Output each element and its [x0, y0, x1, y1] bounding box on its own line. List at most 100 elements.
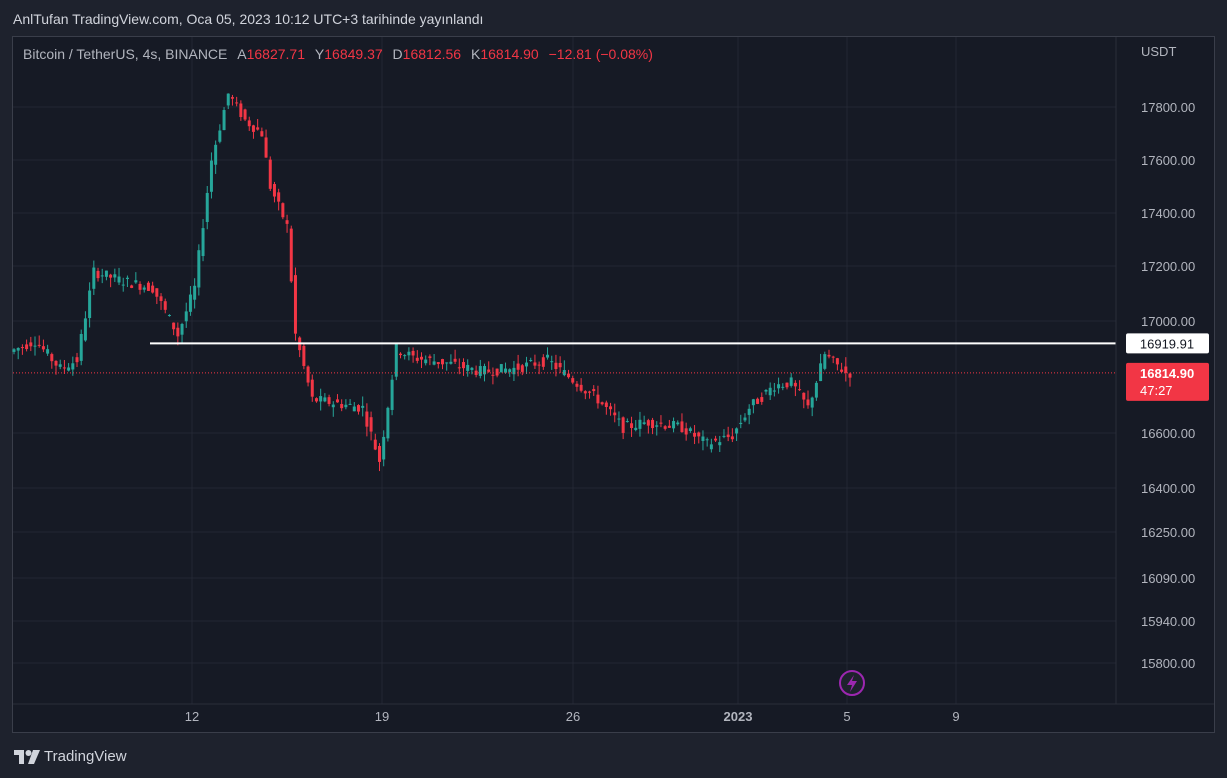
top-bar: AnlTufan TradingView.com, Oca 05, 2023 1… [0, 0, 1227, 36]
candle-body [697, 432, 701, 437]
candle [562, 360, 566, 377]
candle [445, 362, 449, 371]
chart-frame[interactable] [12, 36, 1215, 733]
candle [247, 116, 251, 131]
candle-body [466, 364, 470, 371]
candle-body [705, 439, 709, 441]
symbol-name[interactable]: Bitcoin / TetherUS, 4s, BINANCE [23, 46, 228, 62]
candle-body [293, 275, 297, 334]
candle-body [184, 311, 188, 322]
candle-body [71, 363, 75, 370]
x-tick-label: 9 [952, 709, 959, 724]
candle [92, 260, 96, 295]
candle-body [722, 435, 726, 437]
candle [701, 430, 705, 451]
candle [172, 322, 176, 336]
candle [743, 413, 747, 423]
last-price-label-bg [1126, 362, 1209, 401]
candle-body [20, 347, 24, 349]
candle [831, 355, 835, 364]
candle-body [760, 397, 764, 402]
candle [491, 367, 495, 385]
candle-body [415, 357, 419, 361]
candle [449, 354, 453, 365]
candle-body [604, 402, 608, 407]
candle-body [260, 131, 264, 137]
candle [764, 389, 768, 395]
last-price-label: 16814.90 [1140, 366, 1194, 381]
candle [222, 107, 226, 131]
chart-legend: Bitcoin / TetherUS, 4s, BINANCE A16827.7… [23, 46, 653, 62]
candle [394, 343, 398, 381]
candle-body [508, 369, 512, 373]
brand-name: TradingView [44, 748, 127, 765]
candle-body [377, 446, 381, 462]
candle-body [495, 368, 499, 376]
candle-body [432, 361, 436, 365]
candle-body [533, 362, 537, 366]
candle [151, 281, 155, 294]
candle-body [596, 394, 600, 404]
candle [79, 329, 83, 366]
open-label: A [237, 46, 247, 62]
candle-body [781, 386, 785, 388]
candle [718, 435, 722, 453]
candle-body [655, 425, 659, 427]
candle [146, 281, 150, 291]
candle [323, 393, 327, 403]
candle-body [840, 369, 844, 372]
candle [163, 298, 167, 314]
close-value: 16814.90 [480, 46, 539, 62]
candle [46, 344, 50, 356]
candle [142, 285, 146, 293]
candle [588, 390, 592, 399]
y-tick-label: 17000.00 [1141, 314, 1195, 329]
candle-body [449, 361, 453, 364]
candle-body [609, 406, 613, 410]
candle [251, 124, 255, 139]
candle [197, 244, 201, 296]
candle [693, 425, 697, 445]
tradingview-brand[interactable]: TradingView [14, 748, 127, 765]
candle [684, 422, 688, 441]
candle [844, 357, 848, 382]
candle [340, 399, 344, 412]
candle-body [121, 284, 125, 286]
candle-body [424, 359, 428, 364]
published-info: AnlTufan TradingView.com, Oca 05, 2023 1… [13, 11, 484, 27]
candle [554, 354, 558, 377]
candle-body [512, 367, 516, 375]
candle-body [499, 364, 503, 373]
candle [474, 365, 478, 378]
candle [369, 411, 373, 441]
candle-body [264, 137, 268, 158]
candle-body [550, 361, 554, 363]
y-tick-label: 16600.00 [1141, 426, 1195, 441]
candle [848, 372, 852, 387]
candle [230, 94, 234, 106]
candle [810, 396, 814, 417]
candle-body [151, 285, 155, 293]
candle-body [600, 402, 604, 405]
candle-body [789, 377, 793, 386]
candle [575, 381, 579, 392]
candle [12, 348, 16, 355]
tradingview-logo-icon [14, 749, 40, 764]
candle-body [541, 357, 545, 367]
candle-body [46, 349, 50, 354]
candle-body [58, 364, 62, 367]
candle [697, 431, 701, 444]
candle [470, 366, 474, 375]
candle-body [268, 159, 272, 189]
candle [71, 356, 75, 376]
candle [772, 382, 776, 397]
candle [125, 275, 129, 288]
candle [642, 415, 646, 425]
candle [457, 358, 461, 375]
candle [331, 401, 335, 417]
candle-body [445, 362, 449, 364]
candle-body [798, 389, 802, 391]
candle-body [172, 322, 176, 330]
candle [67, 363, 71, 372]
